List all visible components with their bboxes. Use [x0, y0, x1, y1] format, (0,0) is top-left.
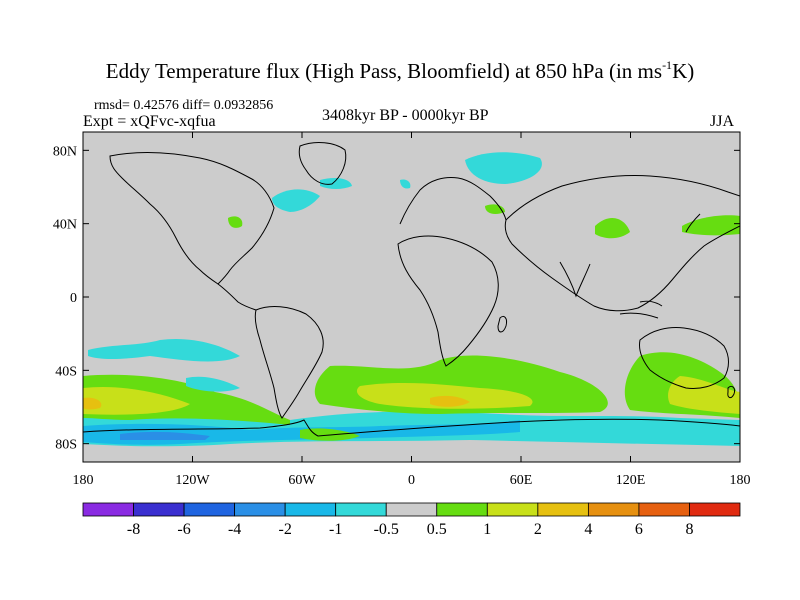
anomaly-indian-ocean-orange [430, 395, 470, 407]
anomaly-southern-orange-spot [83, 397, 102, 410]
coast-antarctica [83, 418, 740, 437]
coast-africa [397, 235, 499, 367]
anomaly-europe-green [485, 204, 505, 214]
anomaly-southern-yellow-blob [83, 386, 190, 415]
coast-asia [504, 175, 740, 312]
coast-south-america [254, 306, 324, 419]
coast-india [559, 261, 591, 298]
anomaly-indian-ocean-yellow [356, 382, 533, 409]
colorbar-swatch [183, 502, 236, 517]
colorbar-label: 1 [483, 521, 491, 538]
anomaly-south-pacific-blue [88, 338, 240, 362]
colorbar: -8 -6 -4 -2 -1 -0.5 0.5 1 2 4 6 8 [82, 502, 741, 538]
coast-japan [685, 213, 701, 233]
period-label: 3408kyr BP - 0000kyr BP [322, 107, 489, 124]
lat-tick-label: 40S [55, 364, 77, 379]
coast-north-america [109, 151, 275, 285]
map-title: Eddy Temperature flux (High Pass, Bloomf… [0, 58, 800, 84]
colorbar-swatch [82, 502, 134, 517]
experiment-label: Expt = xQFvc-xqfua [83, 113, 216, 130]
anomaly-north-atlantic-green [228, 216, 243, 228]
coast-indonesia [619, 300, 663, 319]
anomaly-north-atlantic-blue [272, 189, 320, 212]
title-main: Eddy Temperature flux (High Pass, Bloomf… [105, 59, 663, 83]
anomaly-pacific-east-blue [715, 419, 740, 440]
coast-central-america [217, 283, 257, 311]
lon-tick-label: 180 [73, 473, 94, 488]
stats-label: rmsd= 0.42576 diff= 0.0932856 [94, 98, 274, 113]
colorbar-swatch [436, 502, 488, 517]
anomaly-north-pacific-green [682, 215, 740, 236]
coast-madagascar [497, 315, 507, 333]
lat-tick-label: 0 [70, 291, 77, 306]
colorbar-label: -6 [177, 521, 190, 538]
anomaly-north-atlantic-blue-2 [320, 178, 352, 189]
colorbar-label: -1 [329, 521, 342, 538]
lon-tick-label: 0 [408, 473, 415, 488]
colorbar-swatch [133, 502, 185, 517]
lon-tick-label: 60E [510, 473, 533, 488]
colorbar-label: 8 [685, 521, 693, 538]
lon-tick-label: 120W [175, 473, 210, 488]
anomaly-south-atlantic-blue [186, 376, 240, 392]
coastlines [83, 142, 740, 437]
colorbar-swatch [234, 502, 286, 517]
lat-tick-label: 40N [53, 218, 77, 233]
colorbar-label: -0.5 [374, 521, 399, 538]
lon-tick-label: 180 [730, 473, 751, 488]
title-superscript: -1 [662, 58, 673, 72]
coast-australia [639, 327, 729, 389]
colorbar-label: 4 [584, 521, 592, 538]
anomaly-australia-yellow [668, 376, 740, 414]
longitude-axis: 180 120W 60W 0 60E 120E 180 [73, 132, 751, 488]
anomaly-southern-blue-band-2 [120, 431, 210, 440]
coast-new-zealand [727, 385, 735, 399]
season-label: JJA [710, 113, 735, 130]
anomaly-arctic-blue [465, 152, 542, 184]
colorbar-swatch [689, 502, 741, 517]
title-end: K) [672, 59, 695, 83]
anomaly-layer [83, 142, 740, 447]
lat-tick-label: 80S [55, 438, 77, 453]
anomaly-barents-blue [400, 179, 411, 189]
colorbar-swatch [335, 502, 387, 517]
colorbar-swatch [638, 502, 690, 517]
colorbar-label: -8 [127, 521, 140, 538]
lat-tick-label: 80N [53, 144, 77, 159]
lon-tick-label: 60W [288, 473, 316, 488]
colorbar-swatch [537, 502, 589, 517]
colorbar-swatch [587, 502, 640, 517]
colorbar-label: -4 [228, 521, 241, 538]
colorbar-label: -2 [278, 521, 291, 538]
coast-europe [399, 177, 507, 225]
colorbar-label: 6 [635, 521, 643, 538]
colorbar-swatch [385, 502, 438, 517]
lon-tick-label: 120E [616, 473, 646, 488]
latitude-axis: 80N 40N 0 40S 80S [53, 144, 740, 453]
colorbar-swatch [486, 502, 539, 517]
coast-greenland [298, 142, 347, 185]
colorbar-label: 0.5 [427, 521, 447, 538]
anomaly-asia-green [595, 218, 630, 239]
colorbar-label: 2 [534, 521, 542, 538]
colorbar-swatch [284, 502, 337, 517]
